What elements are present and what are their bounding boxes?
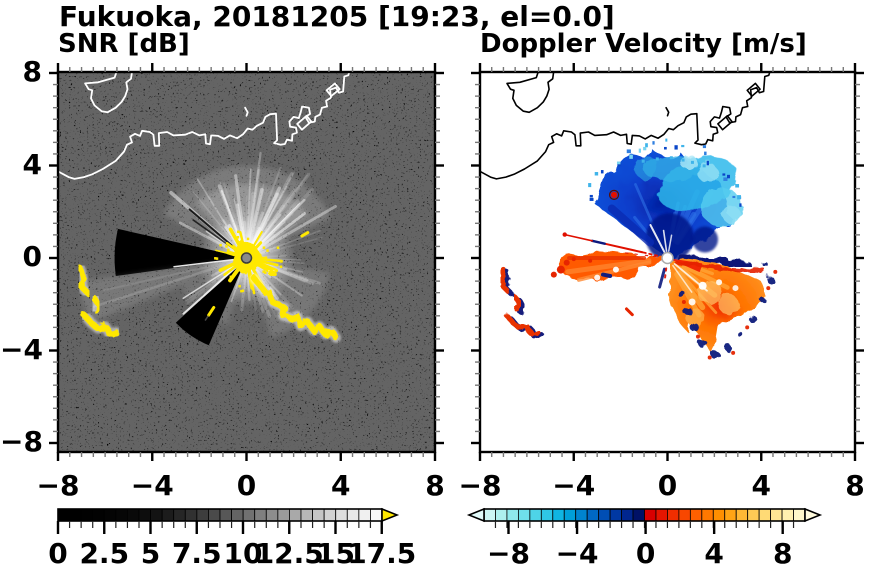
snr-colorbar-label: 10 xyxy=(223,537,263,570)
snr-colorbar-label: 12.5 xyxy=(254,537,324,570)
snr-x-tick-label: 8 xyxy=(425,469,445,502)
doppler-colorbar-label: 8 xyxy=(772,537,793,570)
doppler-colorbar-label: 0 xyxy=(635,537,656,570)
snr-colorbar-label: 17.5 xyxy=(347,537,417,570)
snr-colorbar-label: 7.5 xyxy=(171,537,222,570)
snr-x-tick-label: −4 xyxy=(130,469,174,502)
axes xyxy=(49,63,444,461)
snr-x-tick-label: −8 xyxy=(36,469,80,502)
doppler-echo-chains xyxy=(499,265,544,340)
radar-site-marker xyxy=(661,251,674,265)
coastline xyxy=(58,72,351,180)
snr-colorbar-label: 15 xyxy=(316,537,355,570)
doppler-panel-title: Doppler Velocity [m/s] xyxy=(480,29,807,59)
doppler-x-tick-label: −8 xyxy=(458,469,502,502)
receding-wedge-west xyxy=(550,252,668,282)
snr-plot-content xyxy=(58,72,435,452)
coastline xyxy=(480,72,771,180)
snr-x-tick-label: 0 xyxy=(236,469,257,502)
y-tick-label: −8 xyxy=(0,425,43,459)
y-tick-label: 4 xyxy=(22,147,42,181)
doppler-x-tick-label: 4 xyxy=(751,469,771,502)
y-tick-label: 0 xyxy=(22,240,42,274)
snr-x-tick-label: 4 xyxy=(331,469,351,502)
approaching-fan-north xyxy=(588,138,742,262)
doppler-x-tick-label: −4 xyxy=(552,469,596,502)
doppler-colorbar-label: −4 xyxy=(555,537,599,570)
snr-colorbar-label: 0 xyxy=(48,537,68,570)
axes xyxy=(471,63,864,461)
doppler-plot-content xyxy=(480,72,855,452)
radar-site-marker xyxy=(240,252,253,264)
figure-title: Fukuoka, 20181205 [19:23, el=0.0] xyxy=(59,0,615,33)
doppler-x-tick-label: 8 xyxy=(845,469,865,502)
receding-fan-southeast xyxy=(667,258,778,360)
doppler-x-tick-label: 0 xyxy=(657,469,678,502)
doppler-colorbar-label: 4 xyxy=(704,537,724,570)
snr-echo-chains xyxy=(75,231,341,343)
snr-colorbar-label: 5 xyxy=(140,537,161,570)
snr-panel-title: SNR [dB] xyxy=(58,29,190,59)
y-tick-label: −4 xyxy=(0,332,43,366)
snr-colorbar xyxy=(56,507,400,534)
doppler-colorbar xyxy=(466,507,823,534)
y-tick-label: 8 xyxy=(22,55,42,89)
thin-dashed-ray xyxy=(562,232,659,258)
snr-colorbar-label: 2.5 xyxy=(79,537,130,570)
doppler-colorbar-label: −8 xyxy=(487,537,530,570)
